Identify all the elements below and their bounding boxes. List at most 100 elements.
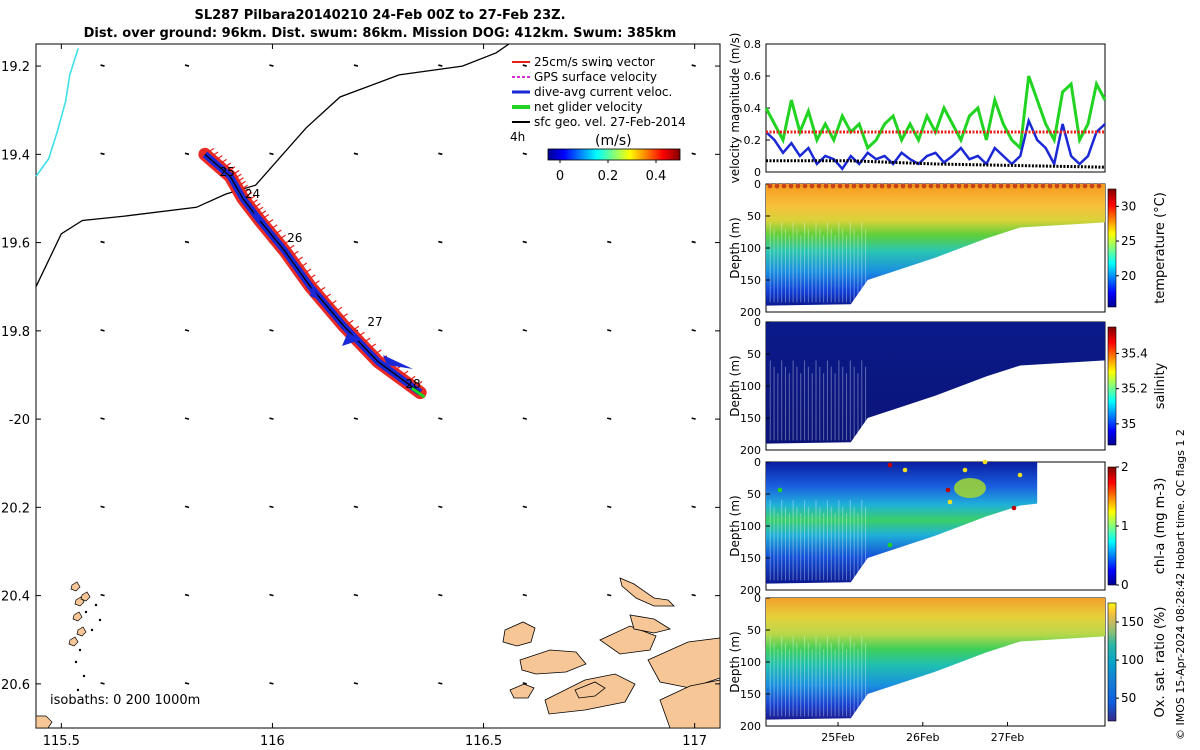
geo-velocity-arrow bbox=[438, 505, 443, 509]
surface-sample-dot bbox=[795, 183, 801, 189]
geo-velocity-arrow bbox=[522, 152, 527, 156]
geo-velocity-arrow bbox=[269, 152, 274, 156]
geo-velocity-arrow bbox=[607, 329, 612, 332]
geo-velocity-arrow bbox=[522, 682, 527, 685]
geo-velocity-arrow bbox=[353, 64, 359, 67]
geo-velocity-arrow bbox=[353, 682, 359, 685]
geo-velocity-arrow bbox=[438, 417, 443, 420]
section-colorbar-tick-label: 0 bbox=[1121, 578, 1129, 592]
velocity-ytick-label: 0.4 bbox=[744, 102, 762, 115]
depth-tick-label: 0 bbox=[754, 178, 761, 191]
surface-sample-dot bbox=[886, 183, 892, 189]
geo-velocity-arrow bbox=[269, 682, 274, 685]
chl-hotspot-dot bbox=[1011, 505, 1017, 511]
velocity-ytick-label: 0.6 bbox=[744, 70, 762, 83]
geo-velocity-arrow bbox=[353, 593, 359, 597]
section-colorbar-tick-label: 20 bbox=[1121, 269, 1136, 283]
section-colorbar-tick-label: 50 bbox=[1121, 691, 1136, 705]
surface-sample-dot bbox=[1075, 183, 1081, 189]
geo-velocity-arrow bbox=[100, 682, 105, 685]
isobath-200m-line bbox=[35, 43, 510, 287]
coast-island bbox=[519, 649, 587, 675]
depth-tick-label: 100 bbox=[740, 520, 761, 533]
surface-sample-dot bbox=[865, 183, 871, 189]
section-colorbar-tick-label: 35 bbox=[1121, 417, 1136, 431]
geo-velocity-arrow bbox=[522, 64, 527, 67]
section-colorbar-tick-label: 35.2 bbox=[1121, 382, 1148, 396]
salinity-panel: 0 50 100 150 200 Depth (m) 35 35.2 35.4 salinity bbox=[728, 316, 1168, 457]
map-ytick-label: 20.2 bbox=[1, 501, 30, 516]
map-panel: 25 24 26 27 28 115.5 116 116.5 117 19.2 19.4 19.6 1… bbox=[1, 43, 721, 749]
track-day-label: 26 bbox=[287, 231, 302, 245]
section-colorbar-tick-label: 2 bbox=[1121, 460, 1129, 474]
geo-velocity-arrow bbox=[269, 593, 274, 597]
depth-tick-label: 50 bbox=[747, 210, 761, 223]
legend-4h-label: 4h bbox=[510, 130, 525, 144]
geo-velocity-arrow bbox=[353, 505, 359, 509]
islet bbox=[76, 626, 87, 637]
islet bbox=[70, 581, 81, 592]
map-ytick-label: 20.4 bbox=[1, 590, 30, 605]
geo-velocity-arrow bbox=[522, 329, 527, 332]
surface-sample-dot bbox=[935, 183, 941, 189]
chl-hotspot-dot bbox=[947, 499, 953, 505]
oxygen-panel: 0 50 100 150 200 Depth (m) 50 100 150 Ox. sat. ra… bbox=[728, 592, 1168, 744]
depth-tick-label: 0 bbox=[754, 592, 761, 605]
islet bbox=[68, 636, 79, 647]
track-day-label: 27 bbox=[367, 315, 382, 329]
surface-sample-dot bbox=[991, 183, 997, 189]
coast-island-left bbox=[35, 715, 53, 729]
temperature-panel: 0 50 100 150 200 Depth (m) 20 25 30 temperature (… bbox=[728, 178, 1168, 319]
surface-sample-dot bbox=[998, 183, 1004, 189]
surface-sample-dot bbox=[914, 183, 920, 189]
geo-velocity-arrow bbox=[184, 593, 190, 597]
surface-sample-dot bbox=[970, 183, 976, 189]
surface-sample-dot bbox=[1054, 183, 1060, 189]
surface-sample-dot bbox=[1019, 183, 1025, 189]
map-legend: 25cm/s swim vector GPS surface velocity … bbox=[510, 55, 686, 184]
geo-velocity-arrow bbox=[691, 240, 696, 244]
islet-dot bbox=[90, 628, 94, 632]
islet-dot bbox=[98, 618, 102, 622]
surface-sample-dot bbox=[1096, 183, 1102, 189]
surface-sample-dot bbox=[921, 183, 927, 189]
geo-velocity-arrow bbox=[100, 593, 105, 597]
section-colorbar-tick-label: 25 bbox=[1121, 234, 1136, 248]
geo-velocity-arrow bbox=[184, 682, 190, 685]
isobaths-label: isobaths: 0 200 1000m bbox=[50, 693, 200, 708]
colorbar-tick-label: 0.4 bbox=[646, 169, 667, 184]
geo-velocity-arrow bbox=[100, 64, 105, 67]
depth-tick-label: 0 bbox=[754, 456, 761, 469]
geo-velocity-arrow bbox=[607, 240, 612, 244]
geo-velocity-arrow bbox=[184, 64, 190, 67]
geo-velocity-arrow bbox=[691, 417, 696, 420]
chl-hotspot-dot bbox=[887, 462, 893, 468]
surface-sample-dot bbox=[837, 183, 843, 189]
map-ytick-label: 19.6 bbox=[1, 237, 30, 252]
date-tick-label: 26Feb bbox=[906, 731, 939, 744]
depth-tick-label: 150 bbox=[740, 552, 761, 565]
depth-tick-label: 50 bbox=[747, 624, 761, 637]
islet-dot bbox=[82, 674, 86, 678]
net-glider-vector bbox=[410, 386, 426, 399]
dive-current-arrow bbox=[252, 206, 266, 222]
surface-sample-dot bbox=[949, 183, 955, 189]
velocity-series-geo bbox=[766, 159, 1106, 169]
geo-velocity-arrow bbox=[691, 505, 696, 509]
geo-velocity-arrow bbox=[522, 240, 527, 244]
geo-velocity-arrow bbox=[691, 593, 696, 597]
colorbar-tick-label: 0.2 bbox=[598, 169, 619, 184]
surface-sample-dot bbox=[1068, 183, 1074, 189]
geo-velocity-arrow bbox=[438, 593, 443, 597]
dive-current-arrow bbox=[310, 286, 320, 300]
geo-velocity-arrow bbox=[184, 505, 190, 509]
surface-sample-dot bbox=[956, 183, 962, 189]
geo-velocity-arrow bbox=[522, 417, 527, 420]
map-ytick-label: 19.2 bbox=[1, 60, 30, 75]
map-xtick-label: 117 bbox=[682, 734, 707, 749]
depth-axis-label: Depth (m) bbox=[728, 495, 742, 556]
depth-axis-label: Depth (m) bbox=[728, 631, 742, 692]
surface-sample-dot bbox=[767, 183, 773, 189]
chl-hotspot-dot bbox=[1017, 472, 1023, 478]
